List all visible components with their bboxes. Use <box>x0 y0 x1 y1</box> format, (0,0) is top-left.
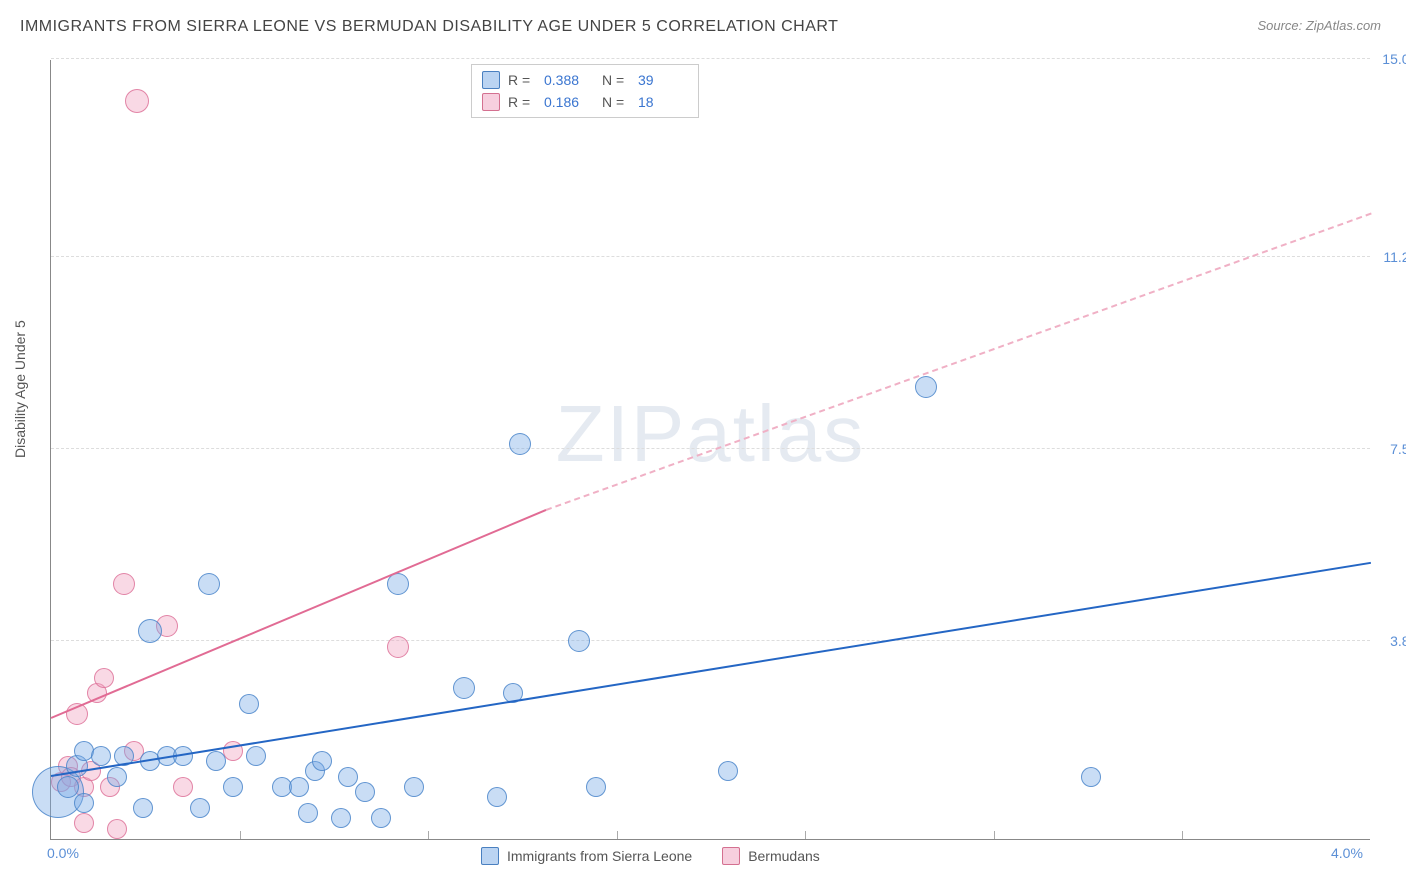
n-value-blue: 39 <box>638 72 688 88</box>
gridline-h <box>51 58 1370 59</box>
blue-point <box>133 798 153 818</box>
legend-correlation: R = 0.388 N = 39 R = 0.186 N = 18 <box>471 64 699 118</box>
blue-point <box>915 376 937 398</box>
blue-point <box>487 787 507 807</box>
pink-point <box>94 668 114 688</box>
gridline-v <box>428 831 429 839</box>
r-label: R = <box>508 94 536 110</box>
trend-line <box>51 561 1371 776</box>
blue-point <box>239 694 259 714</box>
blue-point <box>91 746 111 766</box>
r-label: R = <box>508 72 536 88</box>
pink-point <box>113 573 135 595</box>
pink-point <box>107 819 127 839</box>
blue-point <box>289 777 309 797</box>
source-label: Source: ZipAtlas.com <box>1257 18 1381 33</box>
blue-point <box>298 803 318 823</box>
legend-row-blue: R = 0.388 N = 39 <box>482 69 688 91</box>
blue-point <box>1081 767 1101 787</box>
plot-area: ZIPatlas R = 0.388 N = 39 R = 0.186 N = … <box>50 60 1370 840</box>
blue-point <box>568 630 590 652</box>
blue-point <box>509 433 531 455</box>
blue-point <box>355 782 375 802</box>
y-tick-label: 11.2% <box>1383 249 1406 265</box>
blue-point <box>338 767 358 787</box>
r-value-blue: 0.388 <box>544 72 594 88</box>
blue-point <box>57 776 79 798</box>
blue-point <box>312 751 332 771</box>
n-value-pink: 18 <box>638 94 688 110</box>
blue-point <box>223 777 243 797</box>
chart-title: IMMIGRANTS FROM SIERRA LEONE VS BERMUDAN… <box>20 18 838 36</box>
n-label: N = <box>602 94 630 110</box>
legend-label-pink: Bermudans <box>748 848 820 864</box>
blue-point <box>74 793 94 813</box>
legend-series: Immigrants from Sierra Leone Bermudans <box>481 847 820 865</box>
blue-point <box>453 677 475 699</box>
blue-point <box>206 751 226 771</box>
gridline-v <box>1182 831 1183 839</box>
legend-row-pink: R = 0.186 N = 18 <box>482 91 688 113</box>
swatch-pink-icon <box>722 847 740 865</box>
blue-point <box>246 746 266 766</box>
y-tick-label: 3.8% <box>1390 633 1406 649</box>
pink-point <box>387 636 409 658</box>
pink-point <box>74 813 94 833</box>
y-tick-label: 15.0% <box>1382 51 1406 67</box>
gridline-v <box>617 831 618 839</box>
swatch-pink-icon <box>482 93 500 111</box>
blue-point <box>404 777 424 797</box>
n-label: N = <box>602 72 630 88</box>
gridline-v <box>805 831 806 839</box>
legend-label-blue: Immigrants from Sierra Leone <box>507 848 692 864</box>
y-tick-label: 7.5% <box>1390 441 1406 457</box>
gridline-h <box>51 256 1370 257</box>
legend-item-blue: Immigrants from Sierra Leone <box>481 847 692 865</box>
swatch-blue-icon <box>481 847 499 865</box>
blue-point <box>586 777 606 797</box>
gridline-h <box>51 640 1370 641</box>
watermark: ZIPatlas <box>556 388 865 480</box>
blue-point <box>198 573 220 595</box>
x-tick-label: 4.0% <box>1331 845 1363 861</box>
y-axis-title: Disability Age Under 5 <box>12 320 28 458</box>
r-value-pink: 0.186 <box>544 94 594 110</box>
pink-point <box>125 89 149 113</box>
gridline-v <box>994 831 995 839</box>
trend-line <box>546 213 1372 511</box>
x-tick-label: 0.0% <box>47 845 79 861</box>
blue-point <box>718 761 738 781</box>
blue-point <box>371 808 391 828</box>
swatch-blue-icon <box>482 71 500 89</box>
blue-point <box>331 808 351 828</box>
blue-point <box>190 798 210 818</box>
blue-point <box>107 767 127 787</box>
gridline-v <box>240 831 241 839</box>
legend-item-pink: Bermudans <box>722 847 820 865</box>
blue-point <box>138 619 162 643</box>
watermark-atlas: atlas <box>686 389 865 478</box>
pink-point <box>173 777 193 797</box>
